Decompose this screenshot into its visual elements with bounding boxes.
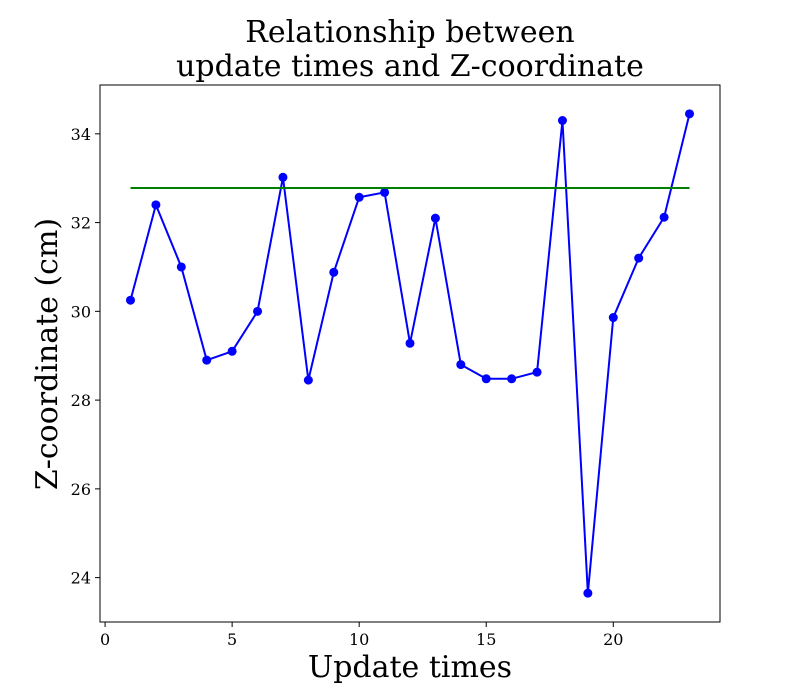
series-0-point	[329, 267, 339, 277]
series-0-point	[557, 116, 567, 125]
series-0-point	[151, 200, 161, 210]
x-axis-label: Update times	[308, 650, 512, 685]
chart-title-line-2: update times and Z-coordinate	[176, 49, 644, 84]
y-tick-label: 28	[71, 391, 91, 410]
series-0-line	[129, 113, 691, 594]
series-0-point	[430, 213, 440, 223]
series-0-point	[405, 338, 415, 348]
series-0-point	[176, 262, 186, 272]
series-0-point	[227, 346, 237, 356]
series-0-point	[532, 367, 542, 377]
series-0-point	[685, 109, 695, 119]
series-0-point	[634, 253, 644, 263]
series-0-point	[659, 212, 669, 222]
chart-title-line-1: Relationship between	[245, 15, 574, 50]
x-tick-label: 10	[349, 630, 369, 649]
x-axis-ticks: 0 5 10 15 20	[100, 622, 623, 649]
y-tick-label: 26	[71, 480, 91, 499]
y-axis-ticks: 24 26 28 30 32 34	[71, 125, 100, 588]
series-0-point	[202, 355, 212, 365]
series-0-point	[125, 295, 135, 305]
y-tick-label: 24	[71, 569, 91, 588]
series-0-point	[278, 172, 288, 182]
series-0-point	[481, 374, 491, 384]
series-0-point	[303, 375, 313, 385]
series-layer	[125, 109, 695, 598]
x-tick-label: 5	[227, 630, 237, 649]
x-tick-label: 0	[100, 630, 110, 649]
y-tick-label: 32	[71, 214, 91, 233]
x-tick-label: 15	[476, 630, 496, 649]
series-0-point	[507, 374, 517, 384]
y-axis-label: Z-coordinate (cm)	[30, 218, 65, 490]
plot-area-frame	[99, 84, 721, 623]
series-0-point	[253, 306, 263, 316]
y-tick-label: 30	[71, 302, 91, 321]
series-0-point	[608, 313, 618, 323]
series-0-point	[456, 360, 466, 370]
series-0-point	[583, 588, 593, 598]
x-tick-label: 20	[603, 630, 623, 649]
series-0-point	[380, 187, 390, 197]
series-0-point	[354, 192, 364, 202]
y-tick-label: 34	[71, 125, 91, 144]
